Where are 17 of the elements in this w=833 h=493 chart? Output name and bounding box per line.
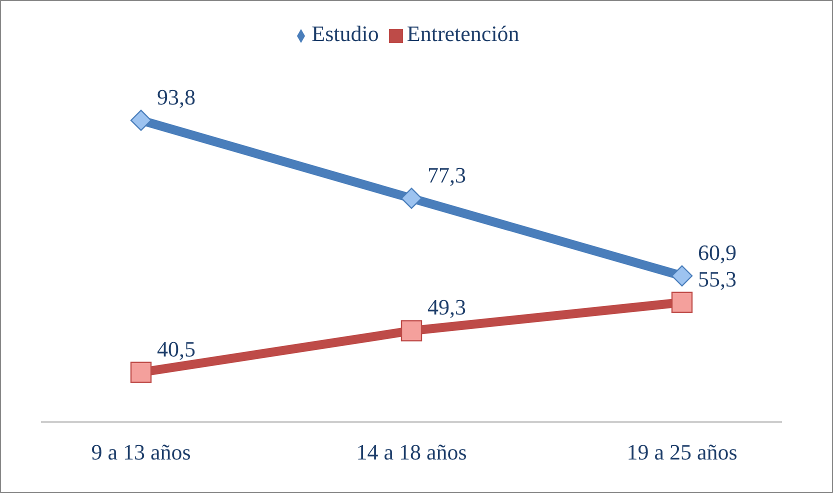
data-label: 55,3 bbox=[698, 266, 736, 292]
data-label: 77,3 bbox=[428, 162, 466, 188]
data-label: 40,5 bbox=[157, 336, 196, 362]
x-tick-label: 9 a 13 años bbox=[91, 440, 191, 465]
point bbox=[671, 265, 693, 286]
point bbox=[400, 188, 422, 209]
x-tick-label: 19 a 25 años bbox=[626, 440, 738, 465]
x-tick-label: 14 a 18 años bbox=[356, 440, 467, 465]
point bbox=[400, 320, 422, 342]
point bbox=[130, 362, 152, 383]
point bbox=[671, 292, 693, 313]
data-label: 49,3 bbox=[428, 294, 466, 320]
point bbox=[130, 110, 152, 131]
legend-label: Entretención bbox=[406, 21, 520, 46]
data-label: 60,9 bbox=[698, 240, 736, 265]
data-label: 93,8 bbox=[157, 84, 196, 110]
legend-label: Estudio bbox=[312, 21, 379, 46]
